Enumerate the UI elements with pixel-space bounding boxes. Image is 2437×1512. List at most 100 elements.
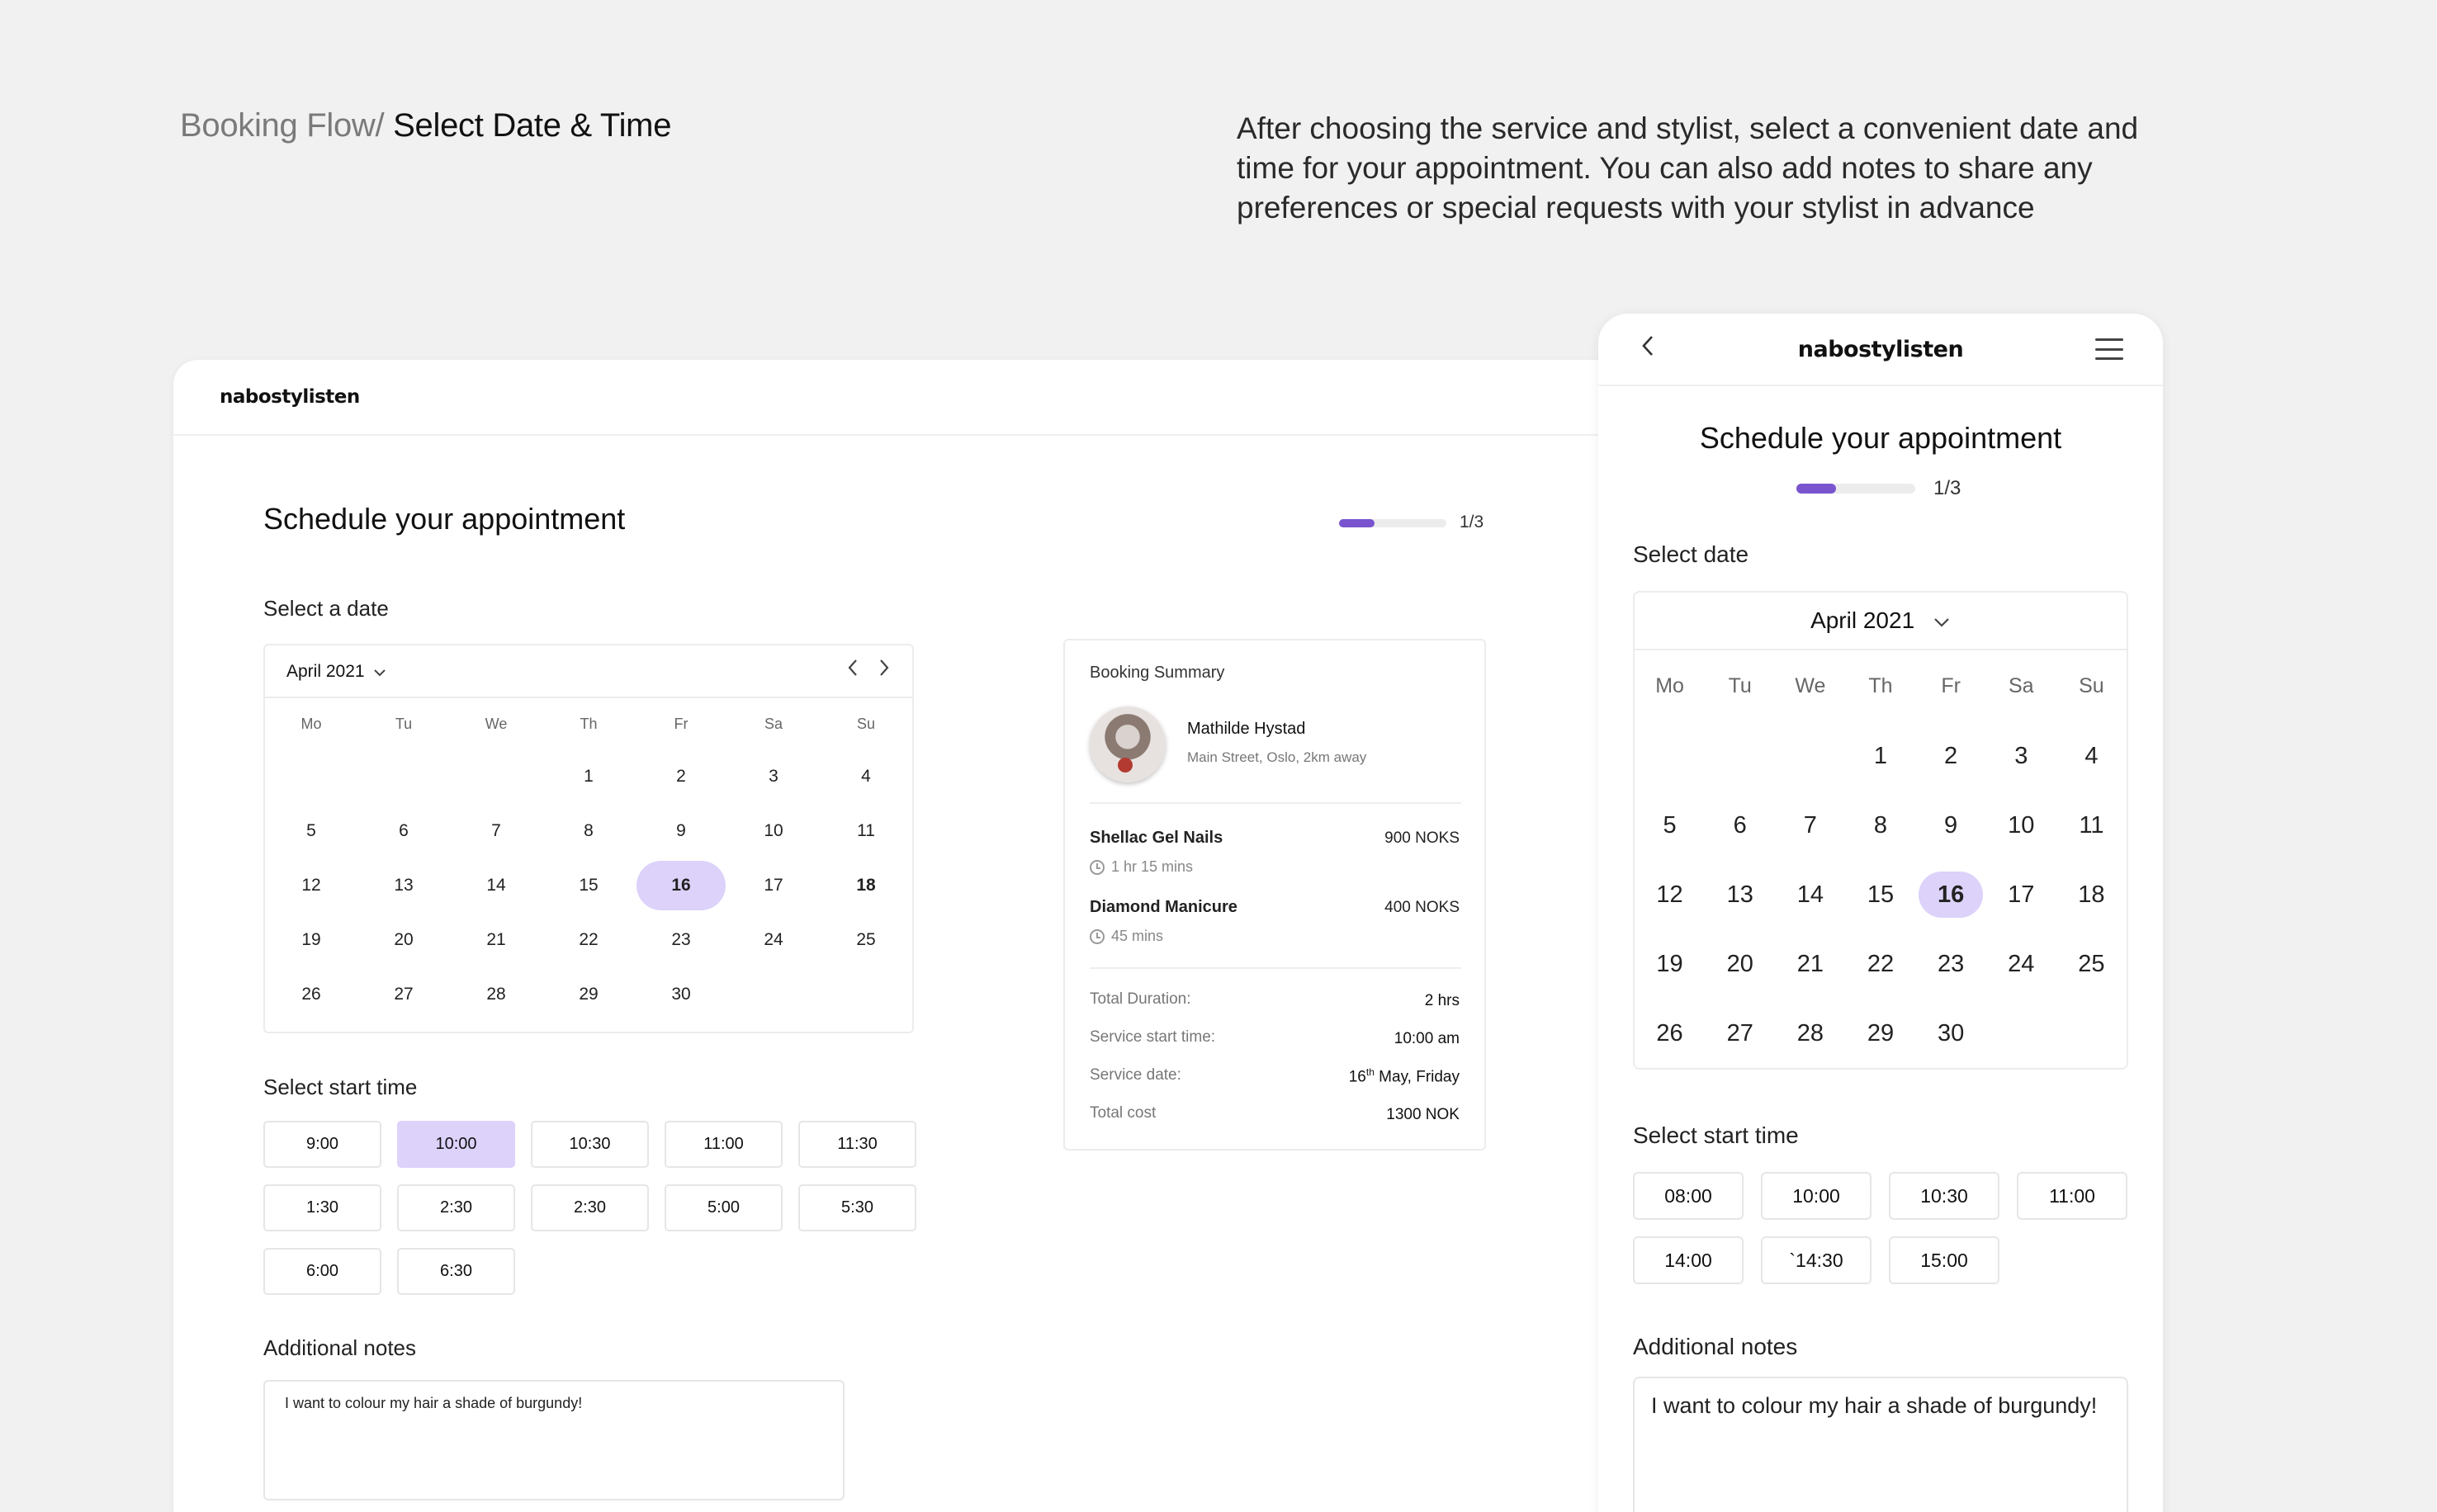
time-slot-button[interactable]: 9:00 bbox=[263, 1121, 381, 1168]
back-icon[interactable] bbox=[1640, 332, 1656, 367]
calendar-day[interactable]: 20 bbox=[357, 913, 450, 967]
calendar-day[interactable]: 19 bbox=[1635, 929, 1705, 999]
calendar-day[interactable]: 3 bbox=[1986, 721, 2056, 791]
calendar-day[interactable]: 19 bbox=[265, 913, 357, 967]
calendar-day[interactable]: 9 bbox=[1916, 791, 1986, 860]
brand-logo[interactable]: nabostylisten bbox=[220, 386, 360, 408]
calendar-day[interactable]: 17 bbox=[727, 858, 820, 913]
calendar-day[interactable]: 14 bbox=[450, 858, 542, 913]
calendar-day[interactable]: 11 bbox=[2056, 791, 2127, 860]
calendar-day[interactable]: 7 bbox=[450, 804, 542, 858]
calendar-day[interactable]: 27 bbox=[1705, 999, 1775, 1068]
calendar-day[interactable]: 5 bbox=[1635, 791, 1705, 860]
month-selector[interactable]: April 2021 bbox=[286, 662, 386, 682]
calendar-day[interactable]: 1 bbox=[542, 749, 635, 804]
calendar-day[interactable]: 18 bbox=[820, 858, 912, 913]
calendar-day[interactable]: 18 bbox=[2056, 860, 2127, 929]
time-slot-button[interactable]: 5:30 bbox=[798, 1184, 916, 1231]
month-selector[interactable]: April 2021 bbox=[1635, 593, 2127, 650]
calendar-day[interactable]: 2 bbox=[635, 749, 727, 804]
calendar-day[interactable]: 6 bbox=[357, 804, 450, 858]
calendar-day-number: 28 bbox=[486, 985, 506, 1004]
time-slot-button[interactable]: 11:30 bbox=[798, 1121, 916, 1168]
time-slot-button[interactable]: 10:00 bbox=[397, 1121, 515, 1168]
calendar-day[interactable]: 28 bbox=[1775, 999, 1845, 1068]
calendar-day[interactable]: 16 bbox=[1916, 860, 1986, 929]
calendar-day[interactable]: 24 bbox=[1986, 929, 2056, 999]
calendar-day[interactable]: 23 bbox=[1916, 929, 1986, 999]
calendar-day[interactable]: 29 bbox=[1845, 999, 1915, 1068]
calendar-day[interactable]: 25 bbox=[2056, 929, 2127, 999]
calendar-day[interactable]: 13 bbox=[357, 858, 450, 913]
time-slot-button[interactable]: 11:00 bbox=[665, 1121, 783, 1168]
calendar-day[interactable]: 21 bbox=[1775, 929, 1845, 999]
page-title: Schedule your appointment bbox=[263, 502, 626, 536]
calendar-day[interactable]: 8 bbox=[1845, 791, 1915, 860]
calendar-day[interactable]: 4 bbox=[820, 749, 912, 804]
calendar-day[interactable]: 17 bbox=[1986, 860, 2056, 929]
calendar-day[interactable]: 8 bbox=[542, 804, 635, 858]
calendar-day[interactable]: 25 bbox=[820, 913, 912, 967]
calendar-day[interactable]: 30 bbox=[635, 967, 727, 1022]
calendar-day[interactable]: 23 bbox=[635, 913, 727, 967]
calendar-day-number: 11 bbox=[857, 821, 875, 840]
calendar-day[interactable]: 11 bbox=[820, 804, 912, 858]
time-slot-button[interactable]: 2:30 bbox=[531, 1184, 649, 1231]
calendar-day[interactable]: 3 bbox=[727, 749, 820, 804]
calendar-day[interactable]: 10 bbox=[727, 804, 820, 858]
menu-icon[interactable] bbox=[2095, 338, 2123, 360]
calendar-day[interactable]: 10 bbox=[1986, 791, 2056, 860]
calendar-day[interactable]: 2 bbox=[1916, 721, 1986, 791]
calendar-day[interactable]: 22 bbox=[1845, 929, 1915, 999]
calendar-day[interactable]: 28 bbox=[450, 967, 542, 1022]
calendar-day[interactable]: 6 bbox=[1705, 791, 1775, 860]
time-slot-button[interactable]: 2:30 bbox=[397, 1184, 515, 1231]
calendar-day[interactable]: 16 bbox=[635, 858, 727, 913]
time-slot-button[interactable]: 1:30 bbox=[263, 1184, 381, 1231]
calendar-day[interactable]: 14 bbox=[1775, 860, 1845, 929]
calendar-day[interactable]: 12 bbox=[265, 858, 357, 913]
service-price: 900 NOKS bbox=[1384, 829, 1460, 847]
calendar-day[interactable]: 12 bbox=[1635, 860, 1705, 929]
time-slot-button[interactable]: 6:00 bbox=[263, 1248, 381, 1295]
calendar-day[interactable]: 24 bbox=[727, 913, 820, 967]
time-slot-button[interactable]: 10:30 bbox=[531, 1121, 649, 1168]
time-slot-button[interactable]: 6:30 bbox=[397, 1248, 515, 1295]
brand-logo[interactable]: nabostylisten bbox=[1797, 337, 1964, 362]
calendar-day[interactable]: 29 bbox=[542, 967, 635, 1022]
next-month-icon[interactable] bbox=[878, 657, 891, 684]
calendar-day[interactable]: 1 bbox=[1845, 721, 1915, 791]
time-slot-button[interactable]: 10:00 bbox=[1761, 1172, 1872, 1220]
time-slot-button[interactable]: 5:00 bbox=[665, 1184, 783, 1231]
time-slot-button[interactable]: `14:30 bbox=[1761, 1236, 1872, 1284]
calendar-day[interactable]: 13 bbox=[1705, 860, 1775, 929]
time-slot-button[interactable]: 08:00 bbox=[1633, 1172, 1744, 1220]
calendar-day[interactable]: 7 bbox=[1775, 791, 1845, 860]
breadcrumb-parent[interactable]: Booking Flow/ bbox=[180, 107, 385, 144]
calendar-day[interactable]: 20 bbox=[1705, 929, 1775, 999]
calendar-day[interactable]: 30 bbox=[1916, 999, 1986, 1068]
calendar-day[interactable]: 15 bbox=[1845, 860, 1915, 929]
stylist-name[interactable]: Mathilde Hystad bbox=[1187, 720, 1306, 738]
time-slot-button[interactable]: 14:00 bbox=[1633, 1236, 1744, 1284]
calendar-day[interactable]: 26 bbox=[265, 967, 357, 1022]
calendar-day[interactable]: 21 bbox=[450, 913, 542, 967]
prev-month-icon[interactable] bbox=[846, 657, 859, 684]
time-slot-button[interactable]: 10:30 bbox=[1889, 1172, 1999, 1220]
time-slot-button[interactable]: 15:00 bbox=[1889, 1236, 1999, 1284]
calendar-header: April 2021 bbox=[265, 645, 912, 698]
calendar-day[interactable]: 5 bbox=[265, 804, 357, 858]
divider bbox=[1090, 802, 1461, 804]
calendar-day[interactable]: 26 bbox=[1635, 999, 1705, 1068]
notes-textarea[interactable] bbox=[1633, 1377, 2128, 1512]
calendar-day[interactable]: 4 bbox=[2056, 721, 2127, 791]
calendar-day[interactable]: 9 bbox=[635, 804, 727, 858]
calendar-day[interactable]: 27 bbox=[357, 967, 450, 1022]
weekday-label: Th bbox=[1868, 674, 1893, 697]
calendar-empty-cell bbox=[1986, 999, 2056, 1068]
notes-textarea[interactable] bbox=[263, 1380, 845, 1500]
calendar-empty bbox=[729, 970, 818, 1019]
time-slot-button[interactable]: 11:00 bbox=[2017, 1172, 2127, 1220]
calendar-day[interactable]: 15 bbox=[542, 858, 635, 913]
calendar-day[interactable]: 22 bbox=[542, 913, 635, 967]
